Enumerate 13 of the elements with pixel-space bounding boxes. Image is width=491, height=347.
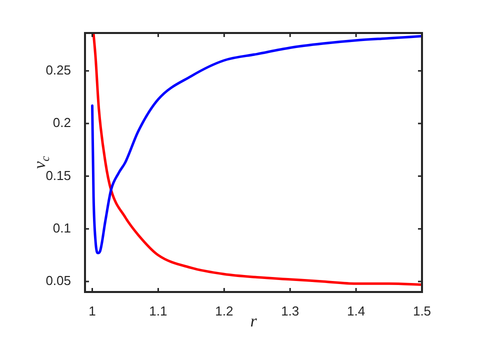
x-tick-label: 1.4 — [347, 303, 366, 318]
y-tick-label: 0.05 — [46, 273, 71, 288]
y-tick-label: 0.2 — [52, 115, 71, 130]
y-tick-label: 0.15 — [46, 168, 71, 183]
y-tick-label: 0.1 — [52, 220, 71, 236]
x-tick-label: 1.2 — [215, 303, 234, 318]
x-tick-label: 1.1 — [149, 303, 168, 318]
x-tick-label: 1 — [88, 303, 96, 318]
x-axis-title: r — [250, 311, 258, 330]
x-tick-label: 1.5 — [412, 303, 432, 318]
x-tick-label: 1.3 — [281, 303, 300, 318]
y-axis-title: vc — [30, 155, 52, 169]
y-tick-label: 0.25 — [46, 62, 71, 78]
